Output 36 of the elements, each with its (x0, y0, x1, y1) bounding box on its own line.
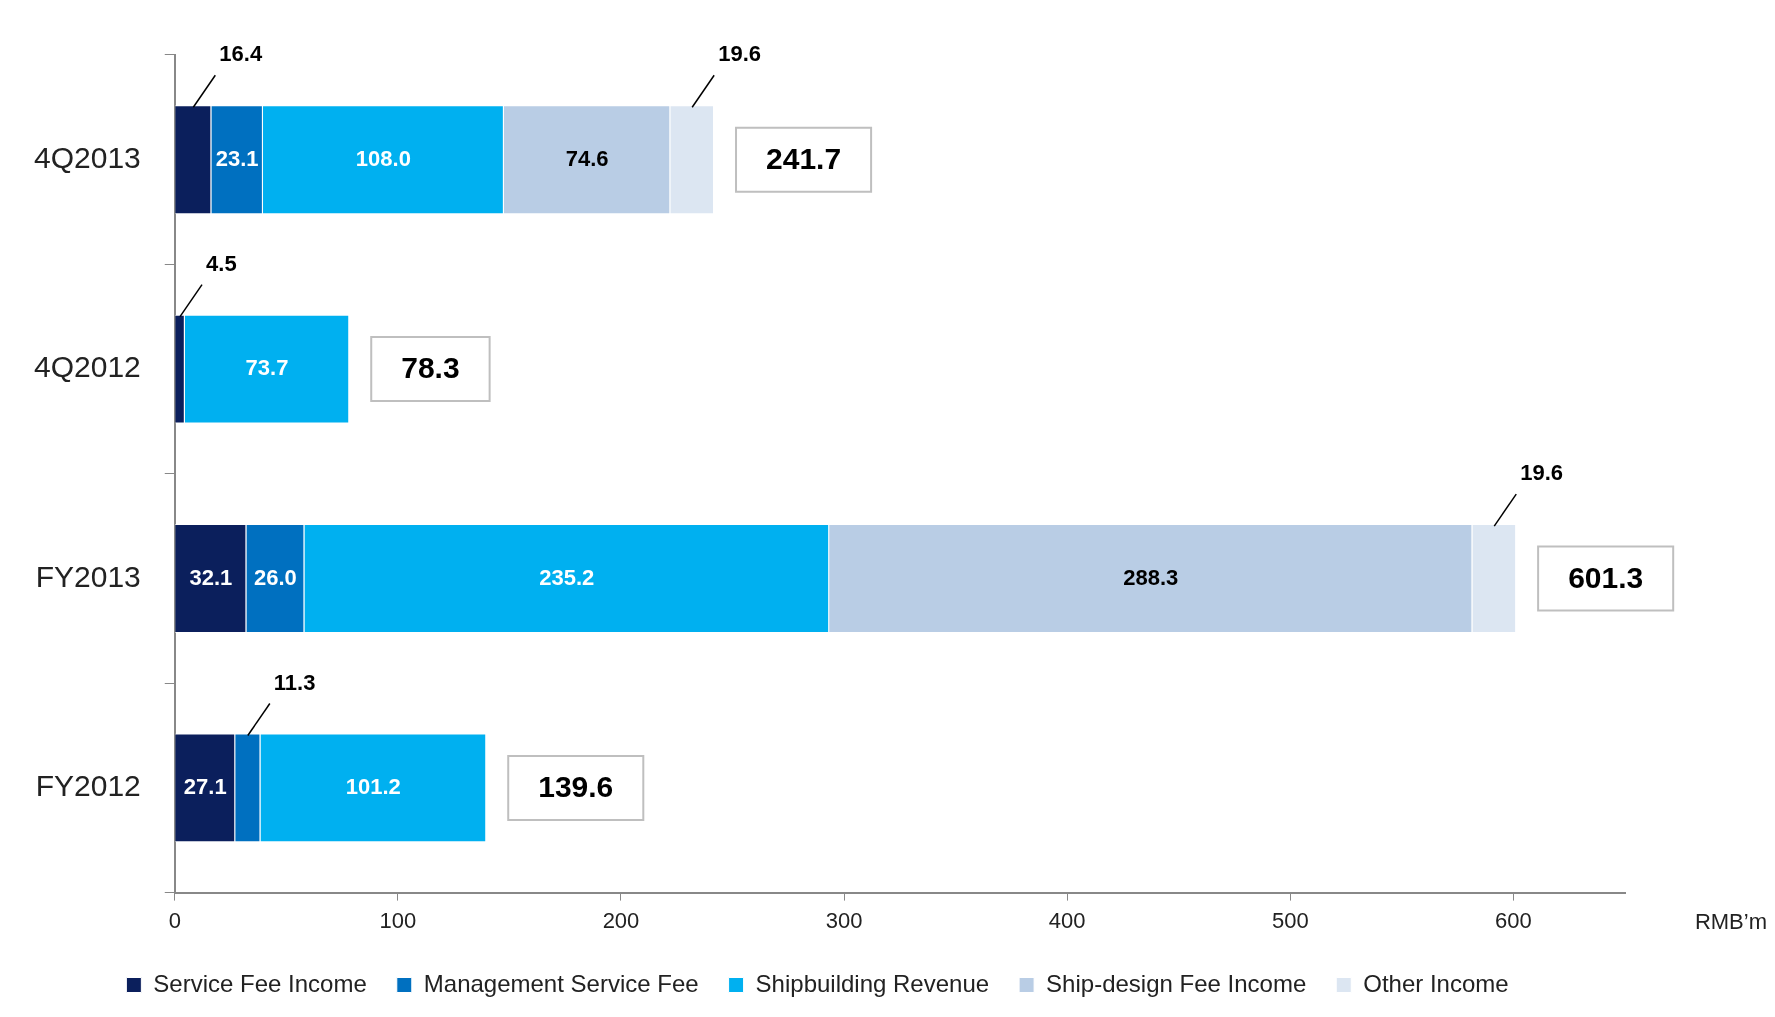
x-tick-label: 300 (825, 907, 863, 933)
x-tick-label: 200 (602, 907, 640, 933)
data-label: 16.4 (219, 41, 263, 67)
data-label: 19.6 (718, 41, 761, 67)
data-label: 27.1 (183, 773, 227, 799)
data-label: 235.2 (539, 564, 595, 590)
total-label: 601.3 (1568, 560, 1644, 594)
x-tick-label: 600 (1495, 907, 1532, 933)
legend-label: Management Service Fee (423, 969, 699, 997)
data-label: 4.5 (206, 250, 237, 276)
legend-label: Shipbuilding Revenue (755, 969, 990, 997)
total-label: 139.6 (538, 770, 614, 804)
legend-label: Service Fee Income (153, 969, 367, 997)
data-label: 288.3 (1123, 564, 1179, 590)
y-tick-label: FY2013 (35, 559, 141, 593)
data-label: 11.3 (273, 669, 316, 695)
legend-label: Ship-design Fee Income (1046, 969, 1307, 997)
data-label: 23.1 (215, 145, 259, 171)
y-tick-label: 4Q2012 (33, 350, 141, 384)
x-axis-title: RMB’m (1694, 909, 1767, 935)
data-label: 73.7 (245, 355, 289, 381)
data-label: 101.2 (345, 773, 401, 799)
x-tick-label: 100 (379, 907, 417, 933)
data-label: 74.6 (565, 145, 609, 171)
data-label: 108.0 (355, 145, 411, 171)
x-tick-label: 500 (1271, 907, 1309, 933)
y-tick-label: FY2012 (35, 769, 141, 803)
legend-label: Other Income (1363, 969, 1509, 997)
total-label: 241.7 (766, 141, 842, 175)
y-tick-label: 4Q2013 (33, 140, 141, 174)
data-label: 19.6 (1520, 460, 1564, 486)
total-label: 78.3 (401, 351, 460, 385)
data-label: 32.1 (189, 564, 233, 590)
data-label: 26.0 (253, 564, 297, 590)
x-tick-label: 0 (168, 907, 181, 933)
x-tick-label: 400 (1048, 907, 1086, 933)
